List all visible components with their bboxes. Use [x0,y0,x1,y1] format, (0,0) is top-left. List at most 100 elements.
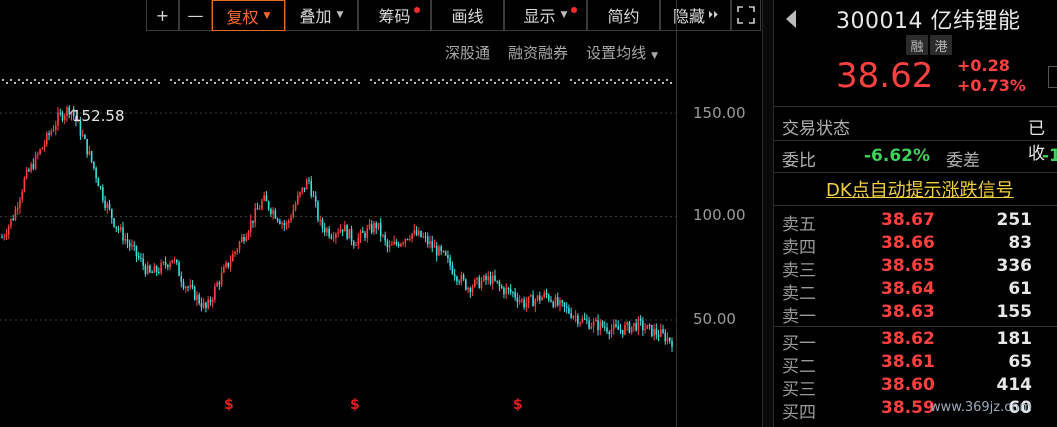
order-row[interactable]: 买三 38.60 414 [774,375,1057,400]
candle-body [451,265,454,274]
order-row[interactable]: 买一 38.62 181 [774,329,1057,354]
indicator-dot [210,79,212,81]
zoom-in-button[interactable]: + [146,0,179,31]
indicator-dot [294,82,296,84]
indicator-dot [650,79,652,81]
shengutong-link[interactable]: 深股通 [445,44,491,62]
candle-body [637,318,640,331]
order-row[interactable]: 卖三 38.65 336 [774,256,1057,281]
candle-body [617,326,620,330]
yincang-button[interactable]: 隐藏 ⏵⏵ [660,0,731,31]
candle-body [117,228,120,230]
indicator-dots-row [0,72,676,84]
signal-marker[interactable]: $ [350,397,360,413]
indicator-dot [326,82,328,84]
candle-body [75,116,77,122]
order-row[interactable]: 买四 38.59 60 [774,398,1057,423]
chouma-button[interactable]: 筹码 [358,0,431,31]
panel-divider[interactable] [762,0,774,427]
candle-body [621,329,624,335]
indicator-dot [494,82,496,84]
candle-body [586,319,588,321]
candle-body [458,281,460,283]
order-row[interactable]: 卖四 38.66 83 [774,233,1057,258]
rongzi-link[interactable]: 融资融券 [508,44,569,62]
candle-body [102,187,104,201]
indicator-dot [550,82,552,84]
candle-body [144,265,147,274]
signal-marker[interactable]: $ [224,397,234,413]
indicator-dot [386,79,388,81]
dk-signal-link[interactable]: DK点自动提示涨跌信号 [826,180,1014,201]
candle-body [70,111,73,115]
side-toggle-button[interactable] [1048,66,1057,88]
candle-body [619,329,622,331]
candle-body [202,302,205,308]
candle-body [523,299,525,308]
candle-body [292,209,295,218]
candle-body [160,263,162,273]
candle-body [72,111,75,117]
candle-body [312,195,315,197]
order-row[interactable]: 卖二 38.64 61 [774,279,1057,304]
candle-body [113,218,115,227]
order-price: 38.61 [881,352,935,372]
candle-body [601,321,604,327]
indicator-dot [410,79,412,81]
signal-marker[interactable]: $ [513,397,523,413]
candle-body [216,282,218,287]
indicator-dot [522,79,524,81]
kline-chart-area[interactable]: 152.58 + — 复权 ▼ 叠加 ▼ 筹码 画线 显示 ▼ 简约 隐藏 ⏵⏵ 深股通… [0,0,762,427]
indicator-dot [442,79,444,81]
candle-body [639,318,642,321]
candle-body [395,241,398,244]
indicator-dot [598,82,600,84]
huaxian-button[interactable]: 画线 [431,0,504,31]
order-row[interactable]: 买二 38.61 65 [774,352,1057,377]
price-line-chart[interactable] [0,0,676,427]
candle-body [50,131,53,135]
candle-body [657,334,660,337]
candle-body [426,236,429,245]
indicator-dot [2,79,4,81]
candle-body [142,258,144,266]
indicator-dot [146,79,148,81]
order-level-label: 买四 [782,403,816,423]
candle-body [565,306,568,308]
diejia-dropdown[interactable]: 叠加 ▼ [285,0,358,31]
candle-body [453,273,456,277]
zoom-out-button[interactable]: — [179,0,212,31]
indicator-dot [342,82,344,84]
fuquan-dropdown[interactable]: 复权 ▼ [212,0,285,31]
fullscreen-button[interactable] [731,0,761,31]
order-row[interactable]: 卖五 38.67 251 [774,210,1057,235]
candle-body [305,179,308,190]
candle-body [332,237,335,239]
order-row[interactable]: 卖一 38.63 155 [774,302,1057,327]
candle-body [359,231,362,238]
candle-body [666,337,669,342]
candle-body [323,227,326,233]
indicator-dot [334,82,336,84]
candle-body [335,233,337,238]
jianyue-button[interactable]: 简约 [587,0,660,31]
xianshi-dropdown[interactable]: 显示 ▼ [504,0,587,31]
candle-body [361,231,364,233]
candle-body [628,322,631,333]
candle-body [41,147,44,150]
indicator-dot [622,82,624,84]
candle-body [393,241,395,245]
indicator-dot [358,82,360,84]
indicator-dot [654,82,656,84]
candle-body [482,275,485,281]
junxian-dropdown[interactable]: 设置均线 ▼ [586,42,658,63]
candle-body [229,261,232,267]
candle-body [265,195,268,202]
back-arrow-icon[interactable] [786,10,796,28]
candle-body [93,161,95,169]
candle-body [444,251,447,256]
candle-body [110,208,113,219]
chart-toolbar: + — 复权 ▼ 叠加 ▼ 筹码 画线 显示 ▼ 简约 隐藏 ⏵⏵ [146,0,761,31]
indicator-dot [266,79,268,81]
candle-body [261,200,263,209]
